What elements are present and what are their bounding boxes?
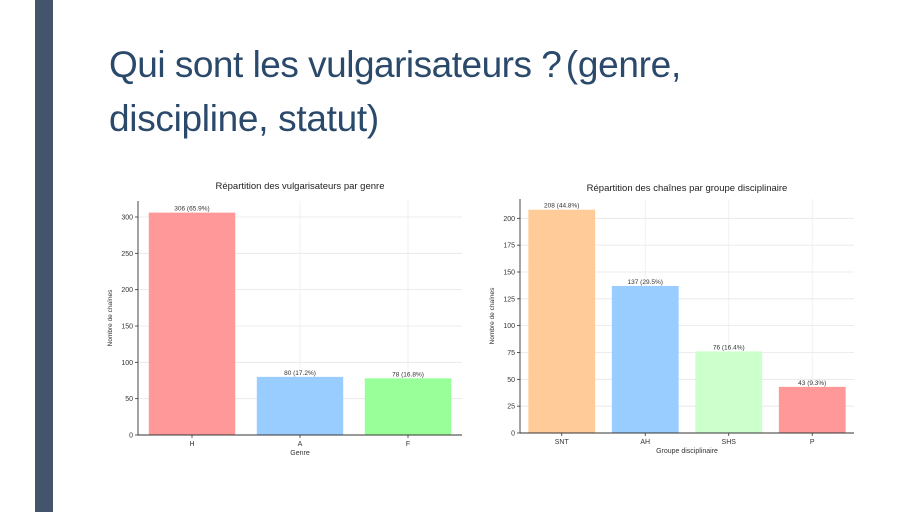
genre-bar-h [148,212,236,435]
discipline-y-tick-label: 0 [511,431,515,438]
discipline-y-tick-label: 25 [507,404,515,411]
discipline-x-tick-label: SNT [555,439,570,446]
discipline-x-tick-label: SHS [722,439,737,446]
discipline-y-tick-label: 175 [503,243,515,250]
discipline-data-label: 137 (29.5%) [628,279,663,286]
title-rest: (genre, [565,44,681,85]
title-main: Qui sont les vulgarisateurs ? [109,44,562,85]
discipline-bar-shs [695,351,763,433]
genre-x-tick-label: A [298,441,303,448]
discipline-y-tick-label: 75 [507,350,515,357]
genre-bar-f [364,378,452,435]
discipline-x-tick-label: AH [640,439,650,446]
genre-y-tick-label: 100 [121,360,133,367]
genre-data-label: 78 (16.8%) [392,371,424,378]
genre-x-axis-label: Genre [290,450,310,457]
genre-y-tick-label: 150 [121,323,133,330]
discipline-data-label: 208 (44.8%) [544,203,579,210]
discipline-y-tick-label: 150 [503,269,515,276]
discipline-bar-p [778,386,846,433]
discipline-y-tick-label: 125 [503,296,515,303]
left-accent-bar [35,0,53,512]
gender-bar-chart: 306 (65.9%) H 80 (17.2%) A 78 (16.8%) F 0 50 100… [107,181,462,457]
discipline-data-label: 76 (16.4%) [713,344,745,351]
discipline-y-tick-label: 100 [503,323,515,330]
discipline-y-axis-label: Nombre de chaînes [489,287,496,344]
slide-title: Qui sont les vulgarisateurs ? (genre, di… [109,42,869,150]
discipline-y-tick-label: 200 [503,216,515,223]
genre-bar-a [256,376,344,435]
discipline-x-tick-label: P [810,439,815,446]
genre-y-tick-label: 300 [121,214,133,221]
discipline-bar-chart: 208 (44.8%) SNT 137 (29.5%) AH 76 (16.4%) SHS… [489,183,854,455]
discipline-bar-ah [611,285,679,433]
discipline-data-label: 43 (9.3%) [798,380,826,387]
genre-data-label: 306 (65.9%) [174,206,209,213]
title-line2: discipline, statut) [109,98,379,139]
discipline-x-axis-label: Groupe disciplinaire [656,448,718,455]
genre-y-tick-label: 50 [125,396,133,403]
genre-data-label: 80 (17.2%) [284,370,316,377]
genre-x-tick-label: F [406,441,410,448]
discipline-bar-snt [528,209,596,433]
genre-y-tick-label: 0 [129,433,133,440]
discipline-chart-title: Répartition des chaînes par groupe disci… [587,183,788,194]
genre-y-tick-label: 200 [121,287,133,294]
discipline-y-tick-label: 50 [507,377,515,384]
genre-chart-title: Répartition des vulgarisateurs par genre [216,181,385,192]
genre-y-axis-label: Nombre de chaînes [107,289,114,346]
genre-y-tick-label: 250 [121,251,133,258]
genre-x-tick-label: H [189,441,194,448]
